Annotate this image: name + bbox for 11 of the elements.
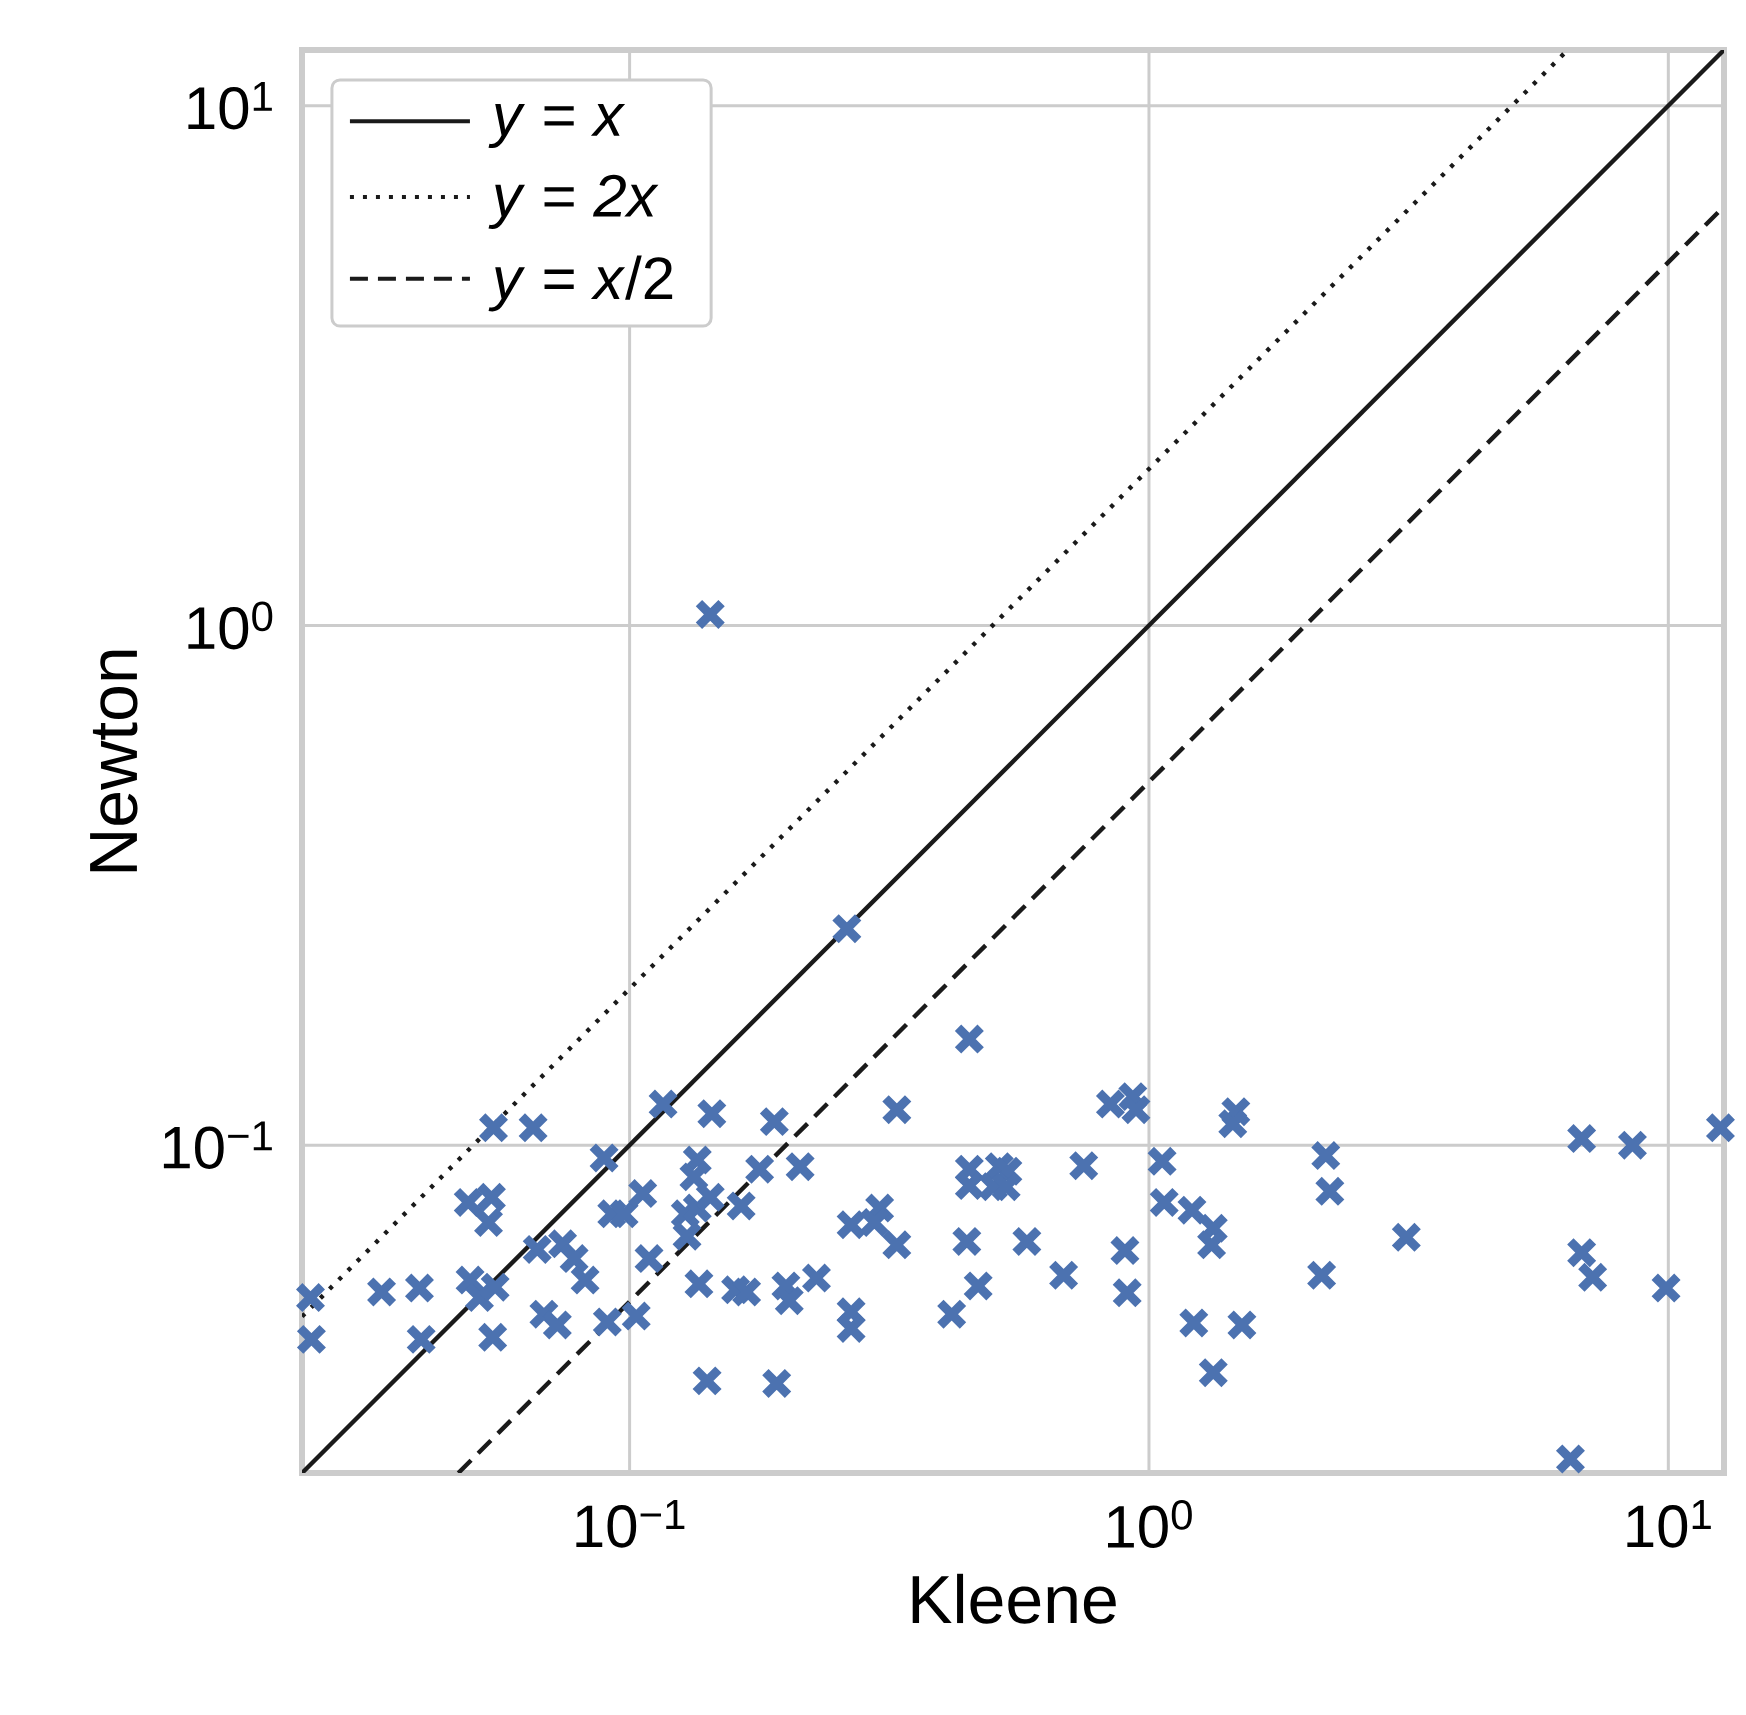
x-axis-title: Kleene (912, 1573, 1116, 1624)
legend-label: y = x/2 (488, 255, 673, 312)
x-tick-label: 10$^{1}$ (1627, 1500, 1711, 1548)
legend-label: y = 2x (488, 174, 659, 230)
y-tick-label: 10$^{1}$ (188, 81, 272, 130)
y-tick-label: 10$^{−1}$ (163, 1121, 272, 1169)
x-tick-label: 10$^{−1}$ (576, 1500, 685, 1548)
y-axis-title: Newton (90, 650, 138, 872)
legend-label: y = x (488, 103, 626, 149)
x-tick-label: 10$^{0}$ (1108, 1500, 1192, 1549)
y-tick-label: 10$^{0}$ (188, 601, 273, 650)
